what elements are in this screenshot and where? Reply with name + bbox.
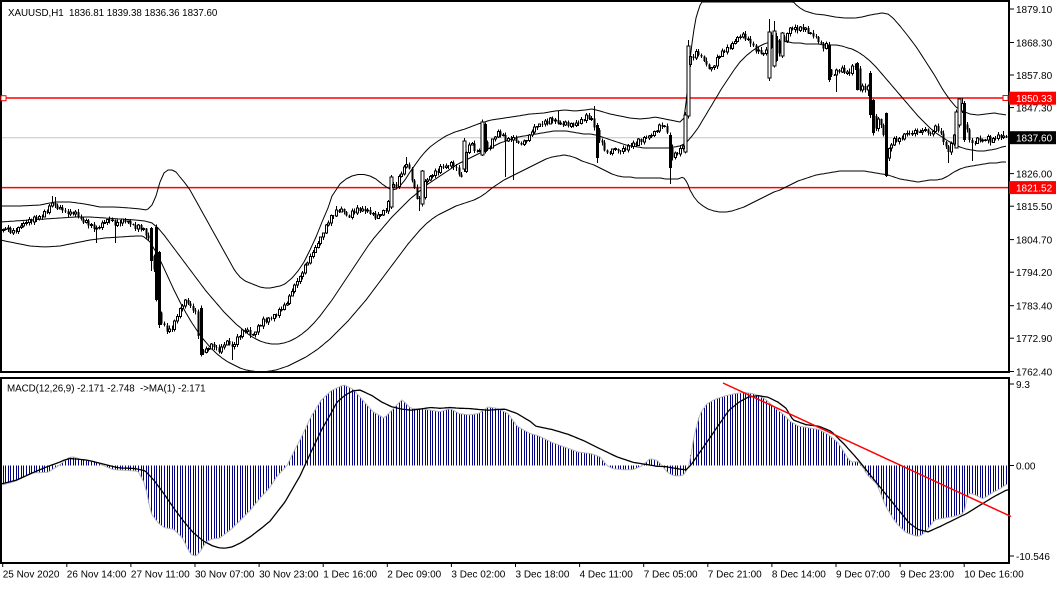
svg-text:1762.40: 1762.40 [1016,367,1053,378]
svg-text:XAUUSD,H1 1836.81 1839.38 183: XAUUSD,H1 1836.81 1839.38 1836.36 1837.6… [8,8,218,19]
svg-text:1821.52: 1821.52 [1016,183,1053,194]
svg-text:1804.70: 1804.70 [1016,235,1053,246]
svg-text:1783.40: 1783.40 [1016,302,1053,313]
svg-text:1 Dec 16:00: 1 Dec 16:00 [323,570,377,581]
svg-text:9 Dec 23:00: 9 Dec 23:00 [900,570,954,581]
svg-text:3 Dec 18:00: 3 Dec 18:00 [516,570,570,581]
svg-text:30 Nov 23:00: 30 Nov 23:00 [259,570,319,581]
svg-text:10 Dec 16:00: 10 Dec 16:00 [964,570,1024,581]
svg-text:1837.60: 1837.60 [1016,134,1053,145]
svg-text:1850.33: 1850.33 [1016,94,1053,105]
svg-text:27 Nov 11:00: 27 Nov 11:00 [131,570,190,581]
svg-text:3 Dec 02:00: 3 Dec 02:00 [451,570,505,581]
svg-text:7 Dec 05:00: 7 Dec 05:00 [644,570,698,581]
svg-text:4 Dec 11:00: 4 Dec 11:00 [580,570,634,581]
svg-text:30 Nov 07:00: 30 Nov 07:00 [195,570,255,581]
svg-text:1815.50: 1815.50 [1016,202,1053,213]
svg-text:7 Dec 21:00: 7 Dec 21:00 [708,570,762,581]
svg-text:1826.00: 1826.00 [1016,169,1053,180]
svg-text:1794.20: 1794.20 [1016,268,1053,279]
svg-text:1772.90: 1772.90 [1016,334,1053,345]
svg-text:26 Nov 14:00: 26 Nov 14:00 [67,570,127,581]
svg-text:1847.30: 1847.30 [1016,103,1053,114]
svg-text:9.3: 9.3 [1016,380,1030,391]
svg-text:8 Dec 14:00: 8 Dec 14:00 [772,570,826,581]
svg-text:1857.80: 1857.80 [1016,71,1053,82]
svg-text:2 Dec 09:00: 2 Dec 09:00 [387,570,441,581]
svg-text:9 Dec 07:00: 9 Dec 07:00 [836,570,890,581]
svg-text:0.00: 0.00 [1016,461,1036,472]
svg-text:25 Nov 2020: 25 Nov 2020 [3,570,60,581]
svg-text:-10.546: -10.546 [1016,552,1050,563]
svg-text:MACD(12,26,9) -2.171 -2.748 -: MACD(12,26,9) -2.171 -2.748 ->MA(1) -2.1… [7,384,206,395]
svg-text:1879.10: 1879.10 [1016,5,1053,16]
svg-text:1868.30: 1868.30 [1016,38,1053,49]
